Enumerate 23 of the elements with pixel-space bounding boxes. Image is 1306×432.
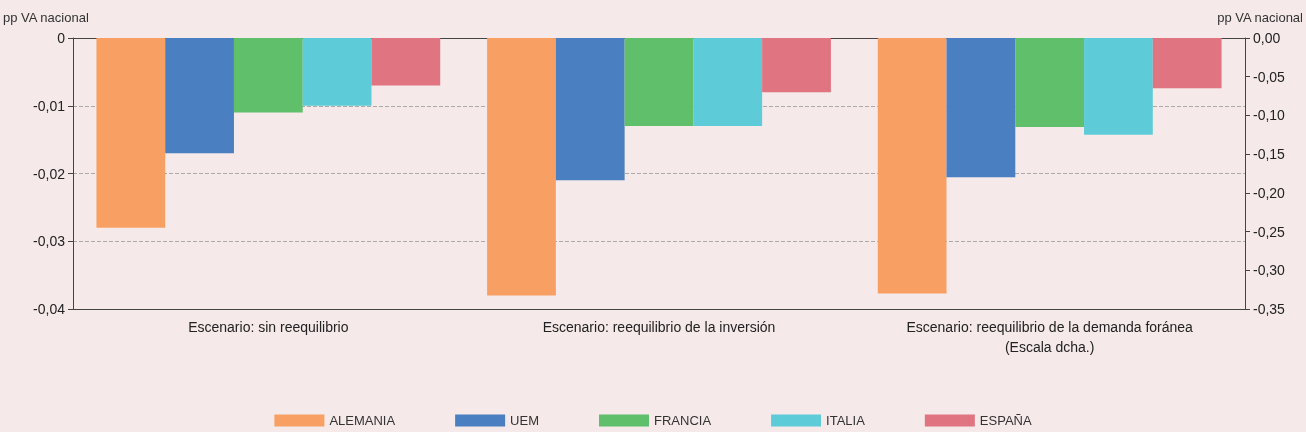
legend-label: ESPAÑA: [979, 413, 1032, 428]
y2-tick-label: -0,35: [1253, 301, 1286, 317]
y-tick-label: 0: [57, 30, 66, 46]
y2-tick-label: -0,10: [1253, 107, 1286, 124]
y2-tick-label: -0,05: [1253, 68, 1286, 85]
y2-tick-label: -0,20: [1253, 184, 1286, 201]
y2-axis-title: pp VA nacional: [1217, 10, 1304, 25]
y2-tick-label: -0,25: [1253, 223, 1286, 240]
y2-tick-label: -0,30: [1253, 262, 1286, 279]
legend-label: ITALIA: [826, 413, 866, 428]
y-tick-label: -0,04: [33, 301, 66, 317]
x-tick-label: Escenario: sin reequilibrio: [188, 319, 349, 335]
legend-label: UEM: [510, 413, 540, 428]
y2-tick-label: -0,15: [1253, 146, 1286, 163]
legend-label: FRANCIA: [654, 413, 712, 428]
y-tick-label: -0,02: [33, 165, 66, 182]
y-tick-label: -0,03: [33, 233, 66, 250]
y2-tick-label: 0,00: [1253, 30, 1281, 46]
x-tick-label: Escenario: reequilibrio de la demanda foránea (Escala dcha.): [906, 319, 1194, 355]
x-tick-label: Escenario: reequilibrio de la inversión: [542, 319, 776, 335]
legend-label: ALEMANIA: [329, 413, 396, 428]
y-axis-title: pp VA nacional: [3, 10, 89, 25]
y-tick-label: -0,01: [33, 97, 66, 114]
